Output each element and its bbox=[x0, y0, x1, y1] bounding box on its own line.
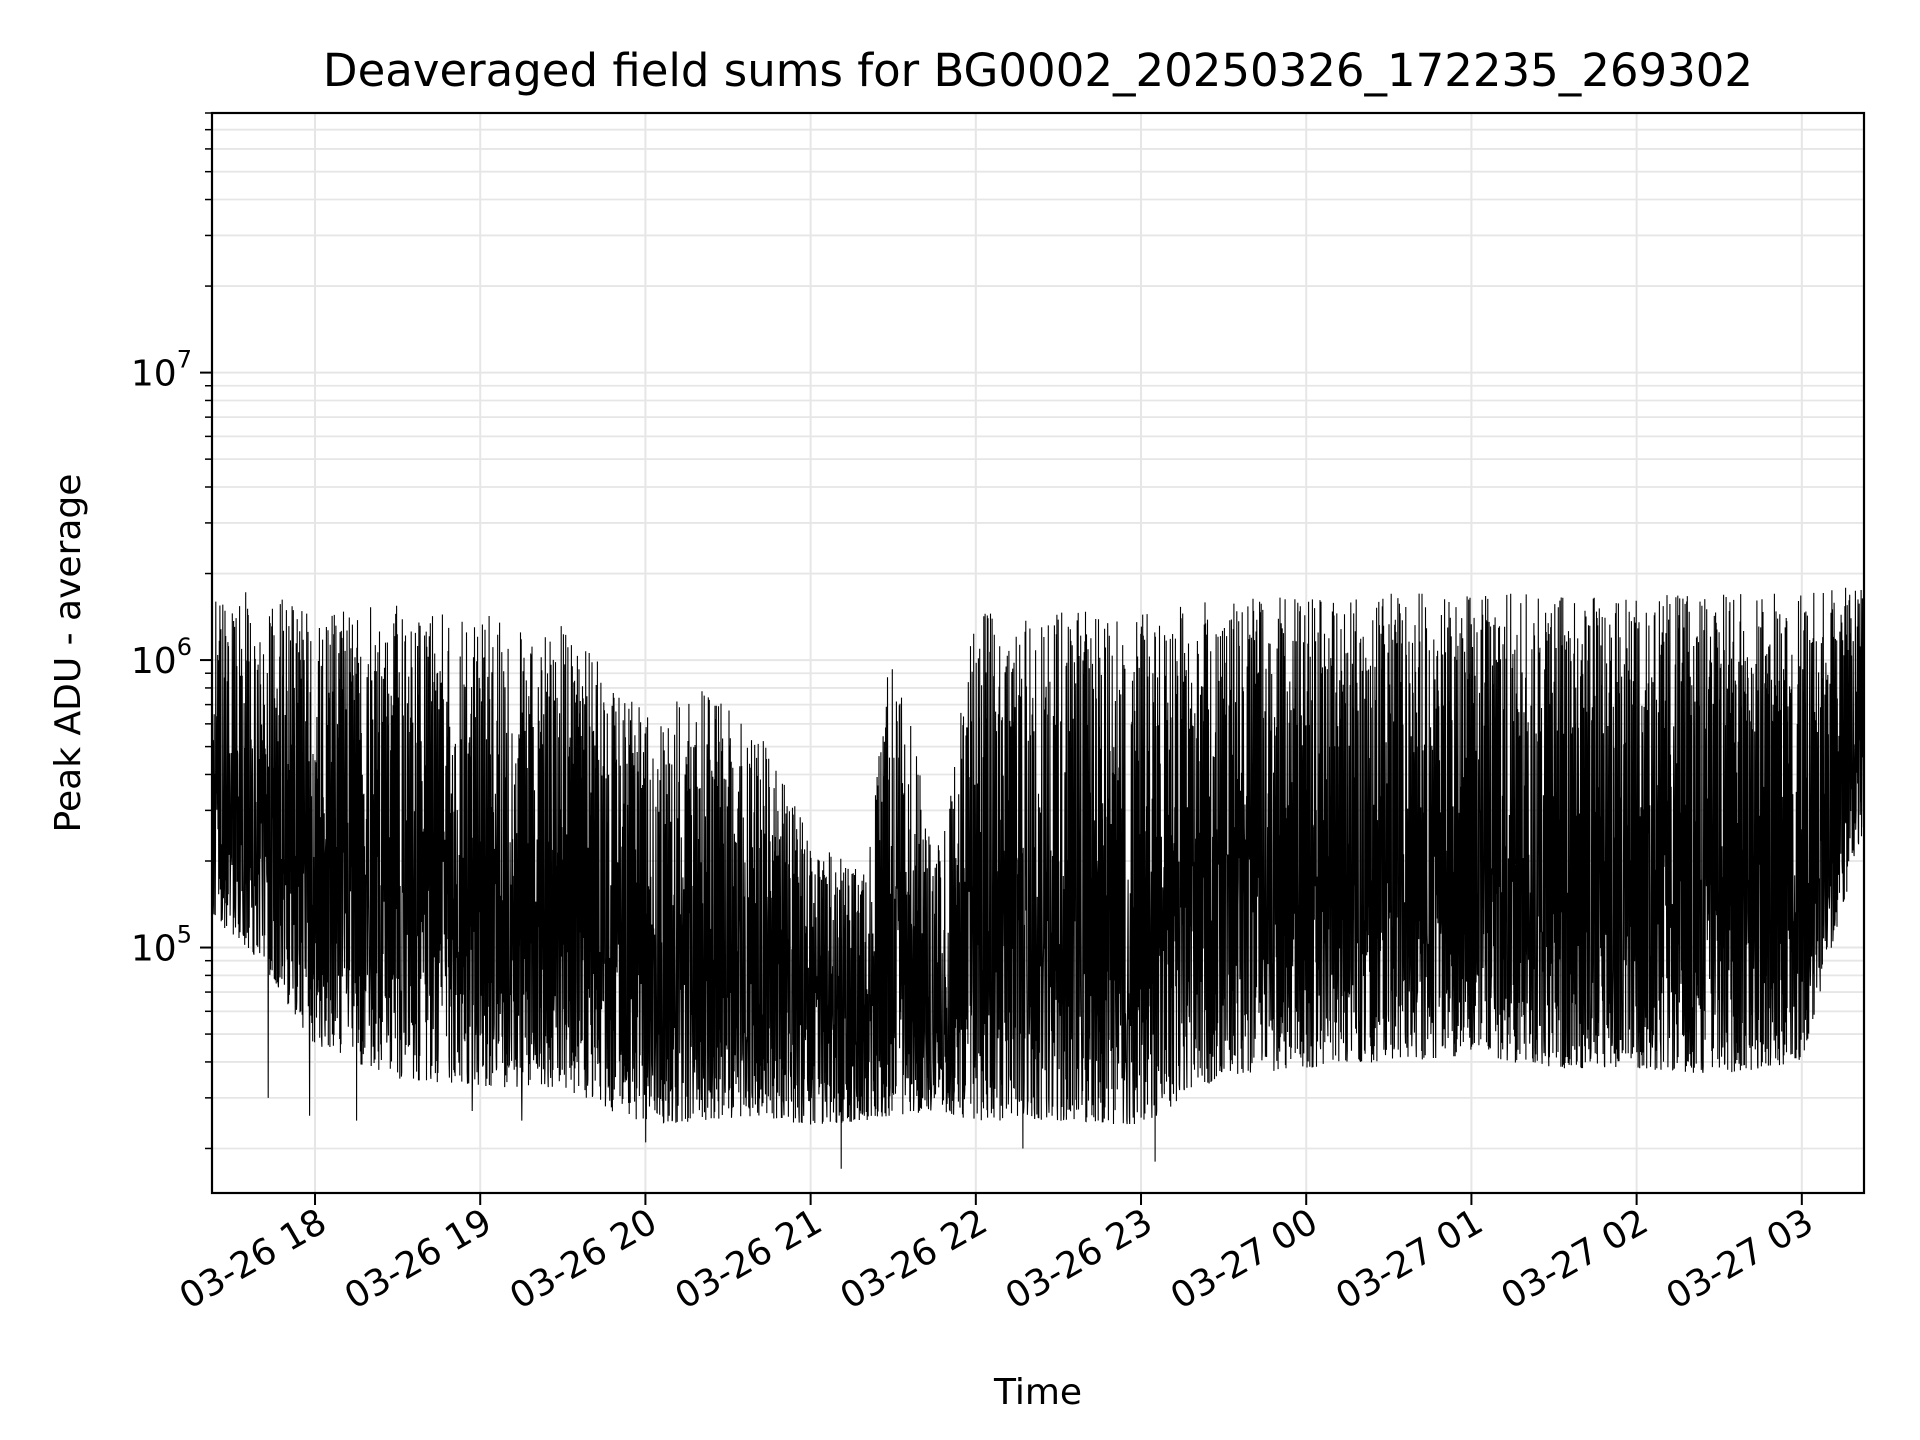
y-tick-base: 10 bbox=[131, 354, 177, 395]
y-tick-exponent: 5 bbox=[177, 921, 192, 949]
chart-title: Deaveraged field sums for BG0002_2025032… bbox=[323, 44, 1753, 97]
y-tick-base: 10 bbox=[131, 641, 177, 682]
y-tick-base: 10 bbox=[131, 929, 177, 970]
series-trace bbox=[211, 587, 1865, 1169]
y-tick-label: 107 bbox=[131, 346, 192, 395]
y-tick-exponent: 6 bbox=[177, 633, 192, 661]
plot-frame bbox=[210, 111, 1866, 1195]
y-tick-label: 105 bbox=[131, 921, 192, 970]
y-tick-label: 106 bbox=[131, 633, 192, 682]
x-axis-label: Time bbox=[993, 1372, 1082, 1413]
series-line bbox=[211, 587, 1865, 1169]
y-tick-exponent: 7 bbox=[177, 346, 192, 374]
y-axis-label: Peak ADU - average bbox=[48, 474, 89, 833]
